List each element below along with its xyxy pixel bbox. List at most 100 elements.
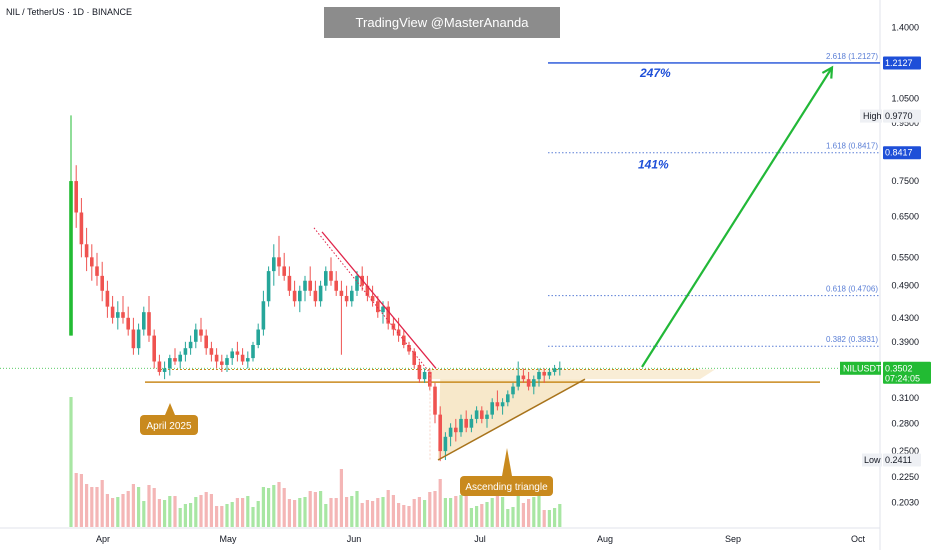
candle	[121, 295, 125, 324]
volume-bar	[298, 498, 302, 527]
candle-body	[188, 341, 193, 349]
volume-bar	[412, 499, 416, 527]
low-label-text: Low	[864, 455, 881, 465]
volume-bar	[178, 508, 182, 527]
candle-body	[95, 266, 99, 276]
candle	[334, 271, 338, 296]
volume-bar	[287, 499, 291, 527]
volume-bar	[542, 510, 546, 527]
volume-bar	[365, 500, 369, 527]
candle-body	[240, 354, 245, 362]
candle-body	[292, 290, 297, 302]
candle	[500, 398, 505, 415]
callout: Ascending triangle	[460, 448, 553, 496]
volume-bar	[163, 500, 167, 527]
volume-bar	[105, 494, 109, 527]
candle	[209, 341, 214, 362]
candle-body	[438, 414, 442, 452]
candle	[324, 266, 328, 291]
candle-body	[116, 312, 120, 318]
candle	[355, 271, 359, 296]
candle-body	[246, 358, 250, 362]
volume-bar	[339, 469, 343, 527]
candle	[287, 266, 292, 296]
price-tick-label: 0.5500	[891, 252, 919, 262]
candle-body	[329, 271, 333, 281]
candle	[168, 354, 172, 376]
candle-body	[121, 312, 125, 318]
volume-bar	[371, 501, 375, 527]
candle	[448, 423, 453, 447]
volume-bar	[251, 507, 255, 527]
candle	[173, 348, 177, 365]
volume-bar	[152, 488, 156, 527]
callout-text: April 2025	[146, 421, 191, 432]
candle-body	[199, 329, 203, 336]
price-axis[interactable]: 1.4000 1.0500 0.9500 0.7500 0.6500 0.5500 0.49…	[840, 23, 931, 508]
volume-bar	[345, 497, 349, 527]
candle	[152, 329, 156, 369]
volume-bar	[261, 487, 265, 527]
time-tick-label: Aug	[597, 534, 613, 544]
volume-bar	[428, 492, 432, 527]
volume-bar	[246, 496, 250, 527]
candle	[521, 368, 526, 383]
candle-body	[339, 290, 344, 296]
volume-bar	[85, 484, 89, 527]
candle	[464, 410, 468, 433]
candle	[516, 361, 520, 391]
candle-body	[214, 354, 219, 362]
price-tick-label: 0.2800	[891, 418, 919, 428]
candle-body	[298, 290, 302, 302]
high-value-tag-bg	[883, 109, 921, 123]
projection-arrow-line	[641, 67, 833, 368]
candle	[490, 398, 494, 419]
price-tick-label: 1.0500	[891, 93, 919, 103]
candle-body	[136, 329, 141, 349]
candle	[136, 323, 141, 355]
candle-body	[552, 368, 557, 372]
candle	[126, 306, 130, 336]
volume-bar	[329, 498, 333, 527]
volume-bar	[334, 498, 338, 527]
descending-trendline-dotted	[313, 227, 433, 376]
time-axis[interactable]: Apr May Jun Jul Aug Sep Oct	[96, 534, 866, 544]
volume-bar	[558, 504, 562, 527]
candle-body	[376, 301, 380, 313]
candle-body	[84, 244, 89, 258]
candle	[272, 244, 276, 286]
volume-bar	[454, 496, 458, 527]
candle	[142, 306, 146, 336]
volume-bar	[381, 497, 385, 527]
volume-bar	[313, 492, 317, 527]
volume-bar	[69, 397, 73, 527]
candle-body	[230, 351, 234, 359]
volume-bar	[74, 473, 78, 527]
low-value-tag-text: 0.2411	[885, 455, 912, 465]
candle	[240, 348, 245, 365]
volume-bar	[267, 488, 271, 527]
fib-target-tag-bg	[883, 146, 921, 160]
candle-body	[79, 212, 84, 245]
candle-body	[308, 280, 312, 291]
volume-bar	[303, 497, 307, 527]
candle-body	[209, 348, 214, 355]
volume-bar	[449, 498, 453, 527]
candle-body	[547, 371, 552, 376]
candle-body	[365, 285, 370, 296]
price-tick-label: 0.3100	[891, 393, 919, 403]
price-tick-label: 0.4900	[891, 281, 919, 291]
candle	[79, 198, 84, 258]
volume-bar	[490, 498, 494, 527]
candle	[116, 301, 120, 330]
candle-body	[506, 394, 510, 403]
candle-body	[105, 290, 110, 307]
high-value-tag-text: 0.9770	[885, 111, 913, 121]
fib-level-label: 2.618 (1.2127)	[826, 52, 878, 61]
candle	[230, 348, 234, 365]
high-label-text: High	[863, 111, 882, 121]
volume-bar	[199, 495, 203, 527]
